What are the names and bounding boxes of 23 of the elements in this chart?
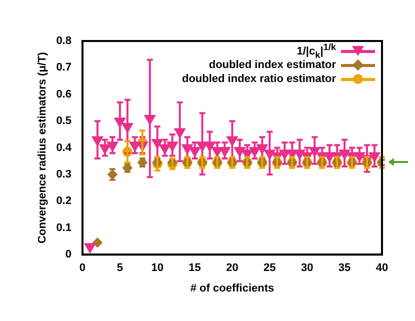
x-tick-label: 20 [226, 262, 238, 274]
x-tick-label: 35 [338, 262, 351, 274]
x-tick-label: 5 [116, 262, 123, 274]
x-tick-label: 15 [188, 262, 201, 274]
y-tick-label: 0.5 [56, 115, 72, 128]
x-tick-label: 10 [151, 262, 164, 274]
x-tick-label: 25 [264, 262, 276, 274]
y-tick-label: 0.7 [56, 62, 72, 74]
y-tick-label: 0.8 [56, 35, 72, 48]
y-tick-label: 0.2 [56, 195, 72, 208]
y-tick-label: 0.1 [56, 222, 72, 234]
y-tick-label: 0.6 [56, 88, 72, 100]
y-axis-title: Convergence radius estimators (μ/T) [36, 52, 49, 244]
y-tick-label: 0.3 [56, 168, 72, 181]
x-axis-title: # of coefficients [190, 282, 274, 294]
x-tick-label: 0 [79, 262, 86, 274]
legend-label: doubled index ratio estimator [182, 72, 336, 84]
x-tick-label: 40 [376, 262, 388, 274]
y-tick-label: 0 [65, 248, 72, 261]
legend-label: 1/|c$_{k}$|$^{1/k}$ [296, 42, 336, 60]
legend-label: doubled index estimator [208, 58, 336, 70]
y-tick-label: 0.4 [56, 142, 72, 154]
x-tick-label: 30 [301, 262, 314, 274]
